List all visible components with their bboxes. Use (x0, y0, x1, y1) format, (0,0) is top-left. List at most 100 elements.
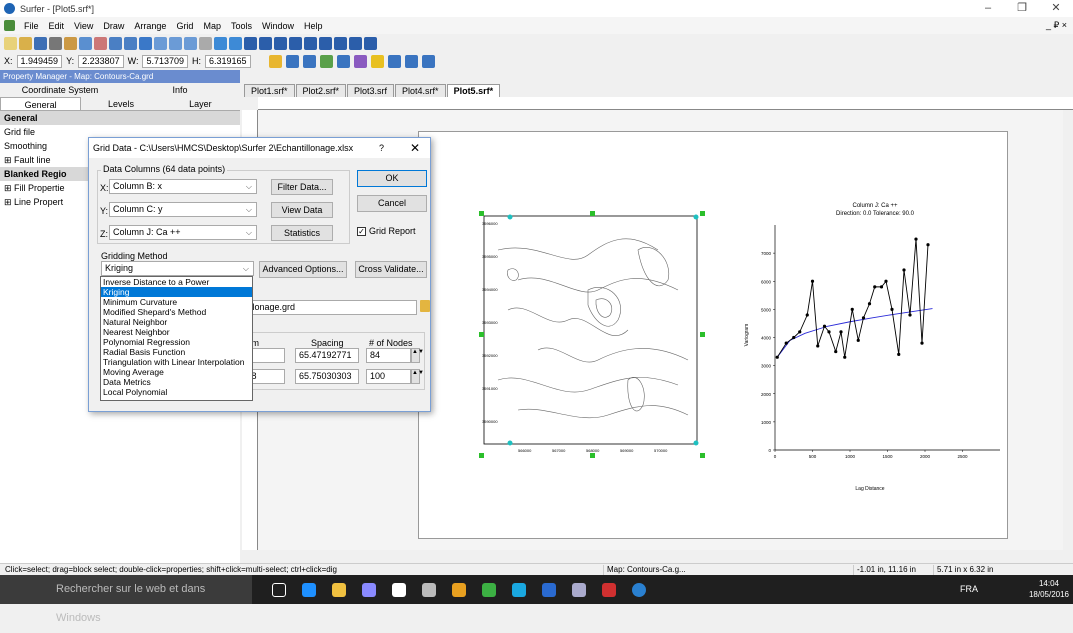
x-column-select[interactable]: Column B: x ⌵ (109, 179, 257, 194)
vector-map-icon[interactable] (370, 54, 384, 68)
wireframe-icon[interactable] (404, 54, 418, 68)
contour-map[interactable]: 3596000 3595000 3594000 3593000 3592000 … (478, 210, 708, 460)
polygon-icon[interactable] (259, 36, 272, 50)
y-nodes-input[interactable]: 100 (366, 369, 411, 384)
tab-levels[interactable]: Levels (107, 99, 134, 109)
symbol-icon[interactable] (289, 36, 302, 50)
menu-view[interactable]: View (74, 20, 94, 31)
tab-plot1[interactable]: Plot1.srf* (244, 84, 295, 97)
selection-handle[interactable] (479, 453, 484, 458)
z-column-select[interactable]: Column J: Ca ++ ⌵ (109, 225, 257, 240)
surfer-taskbar-icon[interactable] (632, 582, 646, 597)
menu-draw[interactable]: Draw (103, 20, 125, 31)
taskbar-search[interactable]: Rechercher sur le web et dans Windows (0, 575, 252, 624)
rotate-handle[interactable] (693, 214, 699, 220)
tab-layer[interactable]: Layer (189, 99, 212, 109)
tab-info[interactable]: Info (172, 85, 188, 95)
rotate-icon[interactable] (214, 36, 227, 50)
reshape-icon[interactable] (364, 36, 377, 50)
method-option[interactable]: Moving Average (103, 367, 164, 377)
chrome-icon[interactable] (452, 582, 466, 597)
text-icon[interactable] (244, 36, 257, 50)
menu-window[interactable]: Window (261, 20, 294, 31)
save-icon[interactable] (34, 36, 47, 50)
file-explorer-icon[interactable] (332, 582, 346, 597)
app-menu-icon[interactable] (4, 20, 15, 31)
rectangle-icon[interactable] (304, 36, 317, 50)
tab-plot2[interactable]: Plot2.srf* (295, 84, 347, 97)
cut-icon[interactable] (64, 36, 77, 50)
undo-icon[interactable] (109, 36, 122, 50)
app-icon[interactable] (362, 582, 376, 597)
method-option[interactable]: Modified Shepard's Method (103, 307, 207, 317)
tree-row-smoothing[interactable]: Smoothing (4, 141, 48, 151)
app-icon[interactable] (572, 582, 586, 597)
y-spacing-input[interactable]: 65.75030303 (295, 369, 359, 384)
menu-arrange[interactable]: Arrange (134, 20, 167, 31)
cancel-button[interactable]: Cancel (357, 195, 427, 212)
dialog-close-button[interactable]: ✕ (409, 141, 420, 155)
zoom-in-icon[interactable] (154, 36, 167, 50)
shaded-relief-icon[interactable] (353, 54, 367, 68)
filter-data-button[interactable]: Filter Data... (271, 179, 333, 195)
method-option[interactable]: Data Metrics (103, 377, 151, 387)
selection-handle[interactable] (590, 211, 595, 216)
method-option[interactable]: Polynomial Regression (103, 337, 190, 347)
view-data-button[interactable]: View Data (271, 202, 333, 218)
pan-icon[interactable] (199, 36, 212, 50)
menu-help[interactable]: Help (304, 20, 323, 31)
tree-row-fault-line[interactable]: ⊞ Fault line (4, 155, 51, 165)
print-icon[interactable] (49, 36, 62, 50)
tree-row-general[interactable]: General (0, 111, 240, 125)
post-map-icon[interactable] (319, 54, 333, 68)
app-icon[interactable] (422, 582, 436, 597)
tree-row-grid-file[interactable]: Grid file (4, 127, 36, 137)
base-map-icon[interactable] (302, 54, 316, 68)
skype-icon[interactable] (512, 582, 526, 597)
open-folder-icon[interactable] (420, 300, 430, 312)
rotate-handle[interactable] (693, 440, 699, 446)
selection-handle[interactable] (479, 332, 484, 337)
x-spacing-input[interactable]: 65.47192771 (295, 348, 359, 363)
selection-handle[interactable] (700, 453, 705, 458)
method-option-selected[interactable]: Kriging (101, 287, 252, 297)
selection-handle[interactable] (590, 453, 595, 458)
output-grid-file-input[interactable]: ntillonage.grd (237, 300, 417, 315)
menu-map[interactable]: Map (203, 20, 221, 31)
y-input[interactable]: 2.233807 (78, 54, 124, 68)
selection-handle[interactable] (479, 211, 484, 216)
surface-icon[interactable] (387, 54, 401, 68)
variogram-chart[interactable]: Column J: Ca ++ Direction: 0.0 Tolerance… (740, 195, 1010, 495)
zoom-fit-icon[interactable] (184, 36, 197, 50)
cross-validate-button[interactable]: Cross Validate... (355, 261, 427, 278)
help-button[interactable]: ? (378, 143, 384, 153)
horizontal-scrollbar[interactable] (258, 550, 1063, 560)
y-column-select[interactable]: Column C: y ⌵ (109, 202, 257, 217)
acrobat-icon[interactable] (602, 582, 616, 597)
method-option[interactable]: Nearest Neighbor (103, 327, 170, 337)
new-icon[interactable] (4, 36, 17, 50)
mdi-window-controls[interactable]: _ ₽ × (1046, 20, 1067, 30)
zoom-out-icon[interactable] (169, 36, 182, 50)
3d-map-icon[interactable] (421, 54, 435, 68)
ok-button[interactable]: OK (357, 170, 427, 187)
y-nodes-spinner[interactable]: ▲▼ (411, 369, 424, 384)
menu-file[interactable]: File (24, 20, 39, 31)
paste-icon[interactable] (94, 36, 107, 50)
x-nodes-input[interactable]: 84 (366, 348, 411, 363)
tab-plot3[interactable]: Plot3.srf (347, 84, 395, 97)
w-input[interactable]: 5.713709 (142, 54, 189, 68)
statistics-button[interactable]: Statistics (271, 225, 333, 241)
menu-grid[interactable]: Grid (176, 20, 194, 31)
method-option[interactable]: Inverse Distance to a Power (103, 277, 210, 287)
tab-coordinate-system[interactable]: Coordinate System (21, 85, 99, 95)
method-option[interactable]: Local Polynomial (103, 387, 168, 397)
ellipse-icon[interactable] (334, 36, 347, 50)
tab-general[interactable]: General (0, 97, 82, 110)
app-icon[interactable] (482, 582, 496, 597)
polyline-icon[interactable] (274, 36, 287, 50)
rotate-handle[interactable] (507, 440, 513, 446)
method-option[interactable]: Natural Neighbor (103, 317, 168, 327)
method-option[interactable]: Radial Basis Function (103, 347, 186, 357)
edge-icon[interactable] (302, 582, 316, 597)
